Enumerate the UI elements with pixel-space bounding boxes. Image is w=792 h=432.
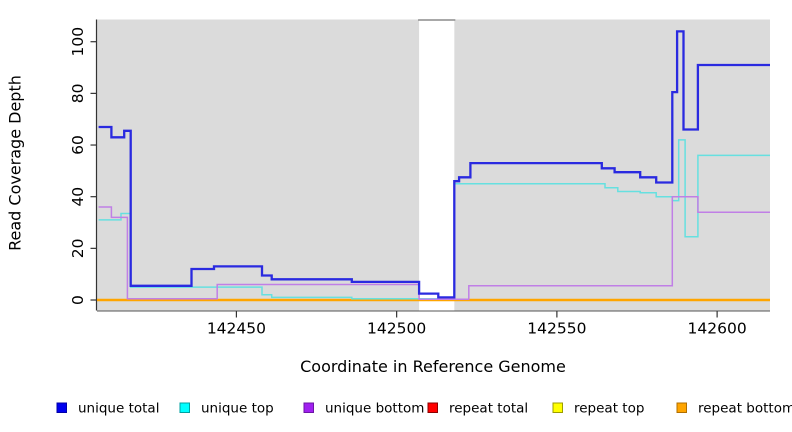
coverage-gap-band (419, 19, 455, 311)
y-tick-label: 20 (69, 238, 87, 258)
legend-label-unique-total: unique total (78, 401, 159, 417)
legend-swatch-repeat-bottom (676, 402, 687, 413)
legend-label-unique-top: unique top (201, 401, 274, 417)
x-axis-title: Coordinate in Reference Genome (300, 357, 566, 376)
x-tick-label: 142450 (207, 320, 266, 338)
legend-swatch-unique-top (179, 402, 190, 413)
y-tick-label: 100 (69, 27, 87, 57)
legend-label-repeat-top: repeat top (574, 401, 644, 417)
series-line-unique-top (98, 139, 770, 300)
series-line-unique-total (98, 30, 770, 299)
x-tick-label: 142600 (688, 320, 747, 338)
legend-swatch-repeat-total (427, 402, 438, 413)
legend-label-repeat-bottom: repeat bottom (698, 401, 792, 417)
x-tick-label: 142550 (527, 320, 586, 338)
y-tick-label: 60 (69, 135, 87, 155)
legend-label-unique-bottom: unique bottom (325, 401, 424, 417)
legend-swatch-repeat-top (552, 402, 563, 413)
y-tick-label: 40 (69, 187, 87, 207)
y-tick-label: 0 (69, 295, 87, 305)
legend-label-repeat-total: repeat total (449, 401, 528, 417)
legend-swatch-unique-bottom (303, 402, 314, 413)
y-tick-label: 80 (69, 84, 87, 104)
y-axis-title: Read Coverage Depth (5, 75, 25, 251)
legend-swatch-unique-total (56, 402, 67, 413)
x-tick-label: 142500 (367, 320, 426, 338)
